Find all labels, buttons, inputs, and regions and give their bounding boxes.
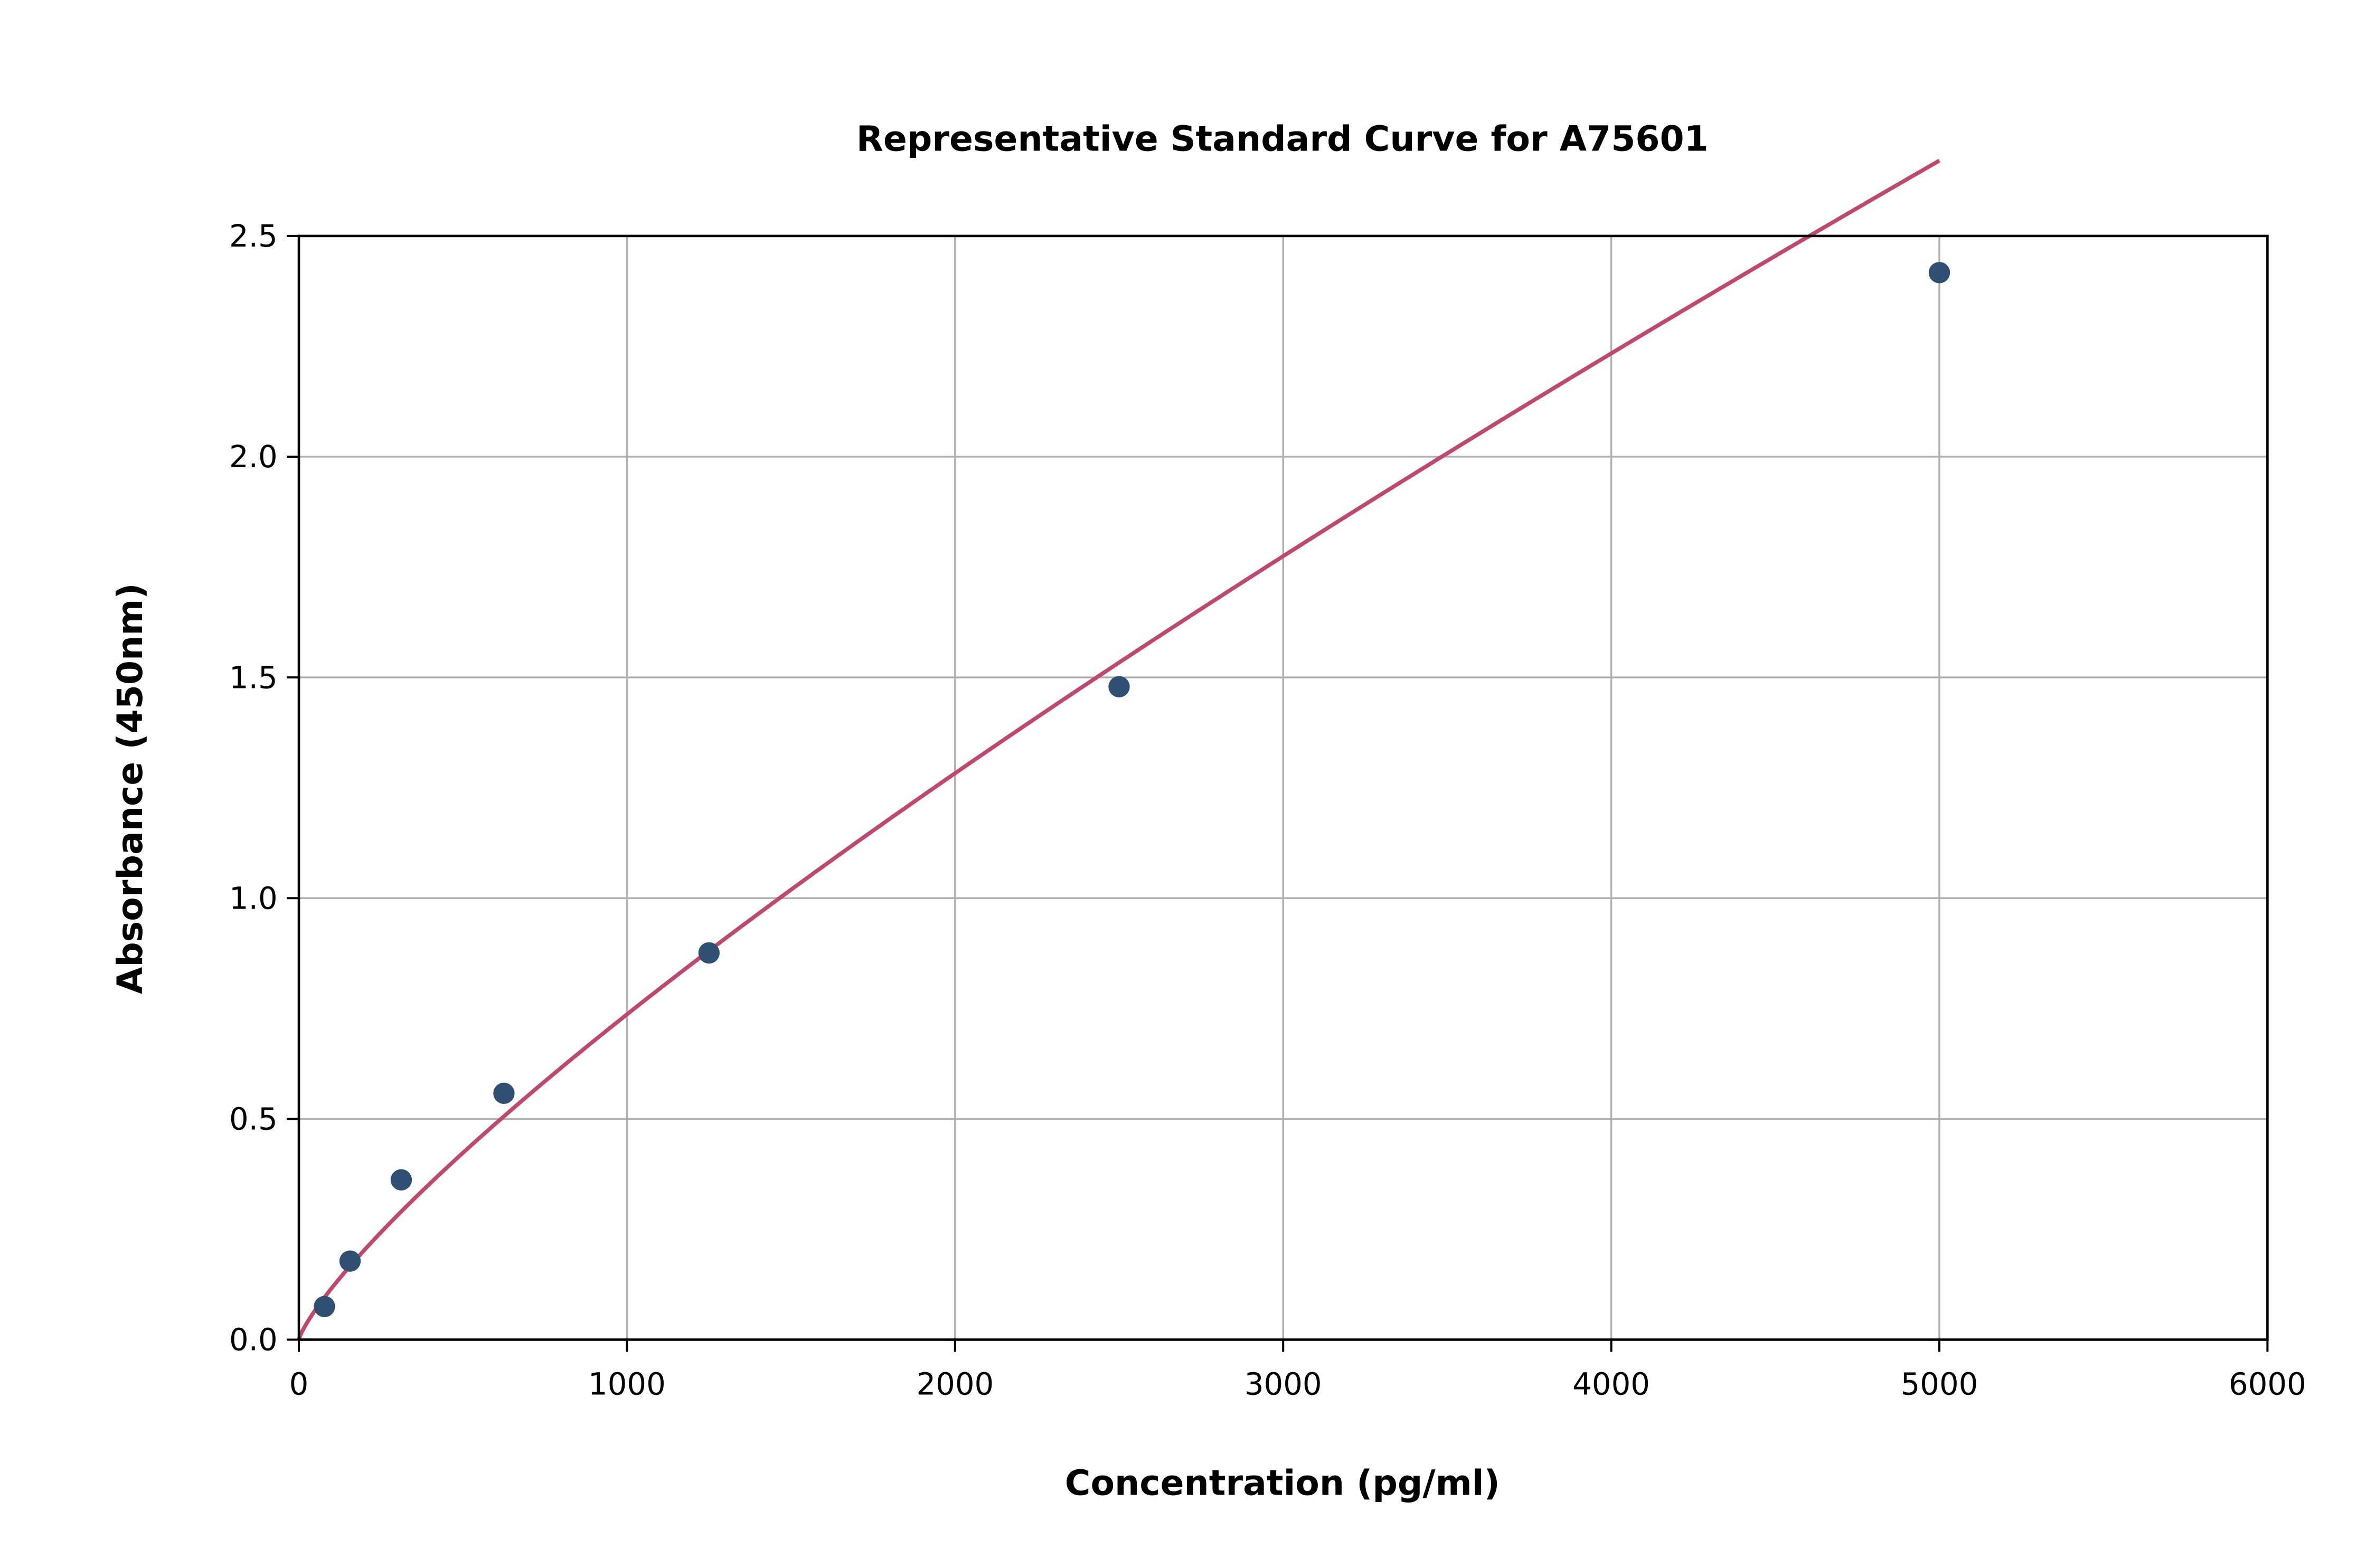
- data-point: [1108, 676, 1130, 697]
- chart-title: Representative Standard Curve for A75601: [856, 118, 1709, 159]
- data-point: [339, 1250, 361, 1272]
- y-tick-label: 0.5: [229, 1101, 278, 1137]
- data-point: [314, 1296, 335, 1317]
- x-tick-label: 4000: [1572, 1366, 1650, 1402]
- data-point: [698, 942, 720, 964]
- fit-curve: [297, 158, 1940, 1340]
- x-tick-label: 1000: [588, 1366, 666, 1402]
- x-tick-label: 3000: [1244, 1366, 1322, 1402]
- fit-curve-group: [297, 158, 1940, 1340]
- data-points: [314, 262, 1950, 1317]
- grid: [298, 235, 2269, 1341]
- data-point: [1928, 262, 1950, 284]
- x-tick-label: 5000: [1901, 1366, 1978, 1402]
- data-point: [390, 1169, 412, 1191]
- x-axis-ticks: 0 1000 2000 3000 4000 5000 6000: [289, 1339, 2306, 1402]
- y-axis-ticks: 0.0 0.5 1.0 1.5 2.0 2.5: [229, 218, 299, 1358]
- y-tick-label: 2.0: [229, 439, 278, 475]
- data-point: [493, 1082, 515, 1104]
- y-tick-label: 1.5: [229, 659, 278, 695]
- y-tick-label: 0.0: [229, 1322, 278, 1358]
- y-axis-label: Absorbance (450nm): [109, 583, 150, 994]
- x-axis-label: Concentration (pg/ml): [1065, 1462, 1500, 1504]
- y-tick-label: 2.5: [229, 218, 278, 254]
- x-tick-label: 0: [289, 1366, 309, 1402]
- y-tick-label: 1.0: [229, 880, 278, 916]
- x-tick-label: 6000: [2229, 1366, 2306, 1402]
- x-tick-label: 2000: [916, 1366, 994, 1402]
